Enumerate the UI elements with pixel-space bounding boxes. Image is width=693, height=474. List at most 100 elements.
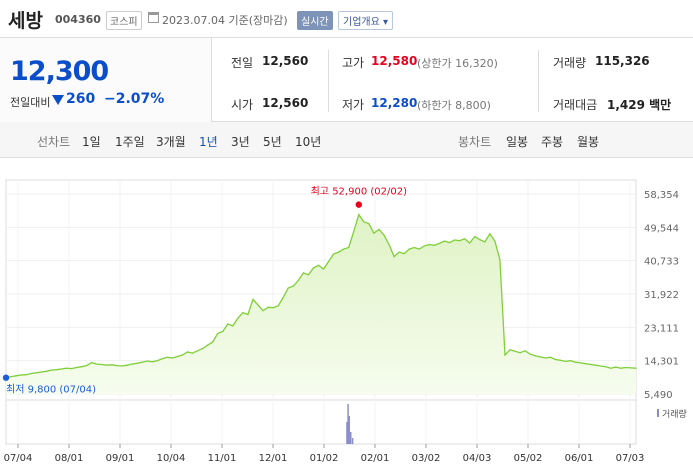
price-point xyxy=(252,298,254,300)
price-point xyxy=(605,366,607,368)
price-point xyxy=(403,253,405,255)
price-point xyxy=(514,350,516,352)
divider xyxy=(538,50,539,112)
x-tick-label: 06/01 xyxy=(565,453,594,464)
price-point xyxy=(479,239,481,241)
price-point xyxy=(494,240,496,242)
stock-name: 세방 xyxy=(8,10,43,32)
tab-5y[interactable]: 5년 xyxy=(263,135,282,149)
price-point xyxy=(373,232,375,234)
price-point xyxy=(474,235,476,238)
x-tick-label: 07/03 xyxy=(616,453,645,464)
price-point xyxy=(60,368,63,370)
price-point xyxy=(302,272,304,274)
upper-limit: (상한가 16,320) xyxy=(417,57,498,70)
price-point xyxy=(227,323,229,325)
x-tick-label: 01/02 xyxy=(310,453,339,464)
price-point xyxy=(312,267,315,269)
price-point xyxy=(348,246,350,249)
price-point xyxy=(207,344,209,346)
tab-monthly-candle[interactable]: 월봉 xyxy=(577,135,600,149)
x-tick-label: 12/01 xyxy=(259,453,288,464)
price-point xyxy=(544,357,546,359)
prev-close-label: 전일 xyxy=(231,56,254,70)
price-point xyxy=(171,357,173,359)
price-point xyxy=(116,364,118,367)
low-label: 최저 9,800 (07/04) xyxy=(6,384,96,396)
price-point xyxy=(413,246,415,249)
low-marker xyxy=(2,374,10,381)
price-point xyxy=(176,355,178,358)
price-point xyxy=(338,251,340,253)
y-tick-label: 14,301 xyxy=(644,357,679,368)
price-point xyxy=(297,279,299,282)
price-point xyxy=(590,363,592,366)
price-area xyxy=(6,214,636,394)
price-point xyxy=(186,351,189,353)
price-point xyxy=(327,260,330,263)
price-point xyxy=(585,363,587,365)
x-tick-label: 05/02 xyxy=(514,453,543,464)
y-tick-label: 31,922 xyxy=(644,290,679,301)
price-point xyxy=(212,341,214,343)
price-point xyxy=(408,248,410,250)
price-point xyxy=(433,244,435,246)
price-summary: 12,300 전일대비 260 −2.07% 전일 12,560 시가 12,5… xyxy=(0,38,693,122)
price-point xyxy=(484,241,486,243)
price-point xyxy=(307,274,309,276)
price-point xyxy=(20,374,22,376)
price-point xyxy=(196,350,199,352)
price-point xyxy=(539,356,541,358)
market-badge: 코스피 xyxy=(106,11,142,30)
low-value: 12,280 xyxy=(371,96,418,110)
tab-daily-candle[interactable]: 일봉 xyxy=(506,135,529,149)
price-point xyxy=(418,248,420,250)
price-point xyxy=(564,360,567,363)
volume-bar xyxy=(349,432,352,444)
price-point xyxy=(75,366,78,369)
tab-1y[interactable]: 1년 xyxy=(199,135,218,149)
volume-bar xyxy=(346,422,348,444)
realtime-button[interactable]: 실시간 xyxy=(297,11,333,30)
x-tick-label: 11/01 xyxy=(208,453,237,464)
tab-weekly-candle[interactable]: 주봉 xyxy=(541,135,564,149)
price-point xyxy=(423,245,425,247)
price-point xyxy=(635,367,637,369)
price-point xyxy=(267,306,269,308)
price-point xyxy=(30,372,32,375)
divider xyxy=(328,50,329,112)
price-point xyxy=(630,367,632,369)
low-label: 저가 xyxy=(342,98,365,112)
high-label: 고가 xyxy=(342,56,365,70)
tab-1w[interactable]: 1주일 xyxy=(115,135,145,149)
price-point xyxy=(106,364,108,366)
x-tick-label: 04/03 xyxy=(463,453,492,464)
price-point xyxy=(317,264,320,266)
price-point xyxy=(438,242,441,244)
price-point xyxy=(222,330,224,333)
open-value: 12,560 xyxy=(262,96,309,110)
price-point xyxy=(141,361,143,363)
price-point xyxy=(610,367,612,369)
price-point xyxy=(25,374,27,376)
price-point xyxy=(333,253,335,255)
price-point xyxy=(10,375,12,378)
price-point xyxy=(554,358,556,361)
price-point xyxy=(217,332,219,335)
price-point xyxy=(534,355,536,357)
company-info-dropdown[interactable]: 기업개요 ▾ xyxy=(338,11,393,30)
tab-3y[interactable]: 3년 xyxy=(231,135,250,149)
tab-3m[interactable]: 3개월 xyxy=(156,135,186,149)
price-point xyxy=(277,305,279,307)
price-point xyxy=(70,368,73,370)
price-point xyxy=(272,307,274,309)
tab-10y[interactable]: 10년 xyxy=(295,135,322,149)
price-point xyxy=(559,359,562,361)
price-point xyxy=(368,223,370,225)
down-arrow-icon xyxy=(52,95,64,105)
tab-1d[interactable]: 1일 xyxy=(82,135,101,149)
price-point xyxy=(86,364,88,367)
trade-amount-label: 거래대금 xyxy=(553,98,598,112)
price-point xyxy=(509,349,511,351)
